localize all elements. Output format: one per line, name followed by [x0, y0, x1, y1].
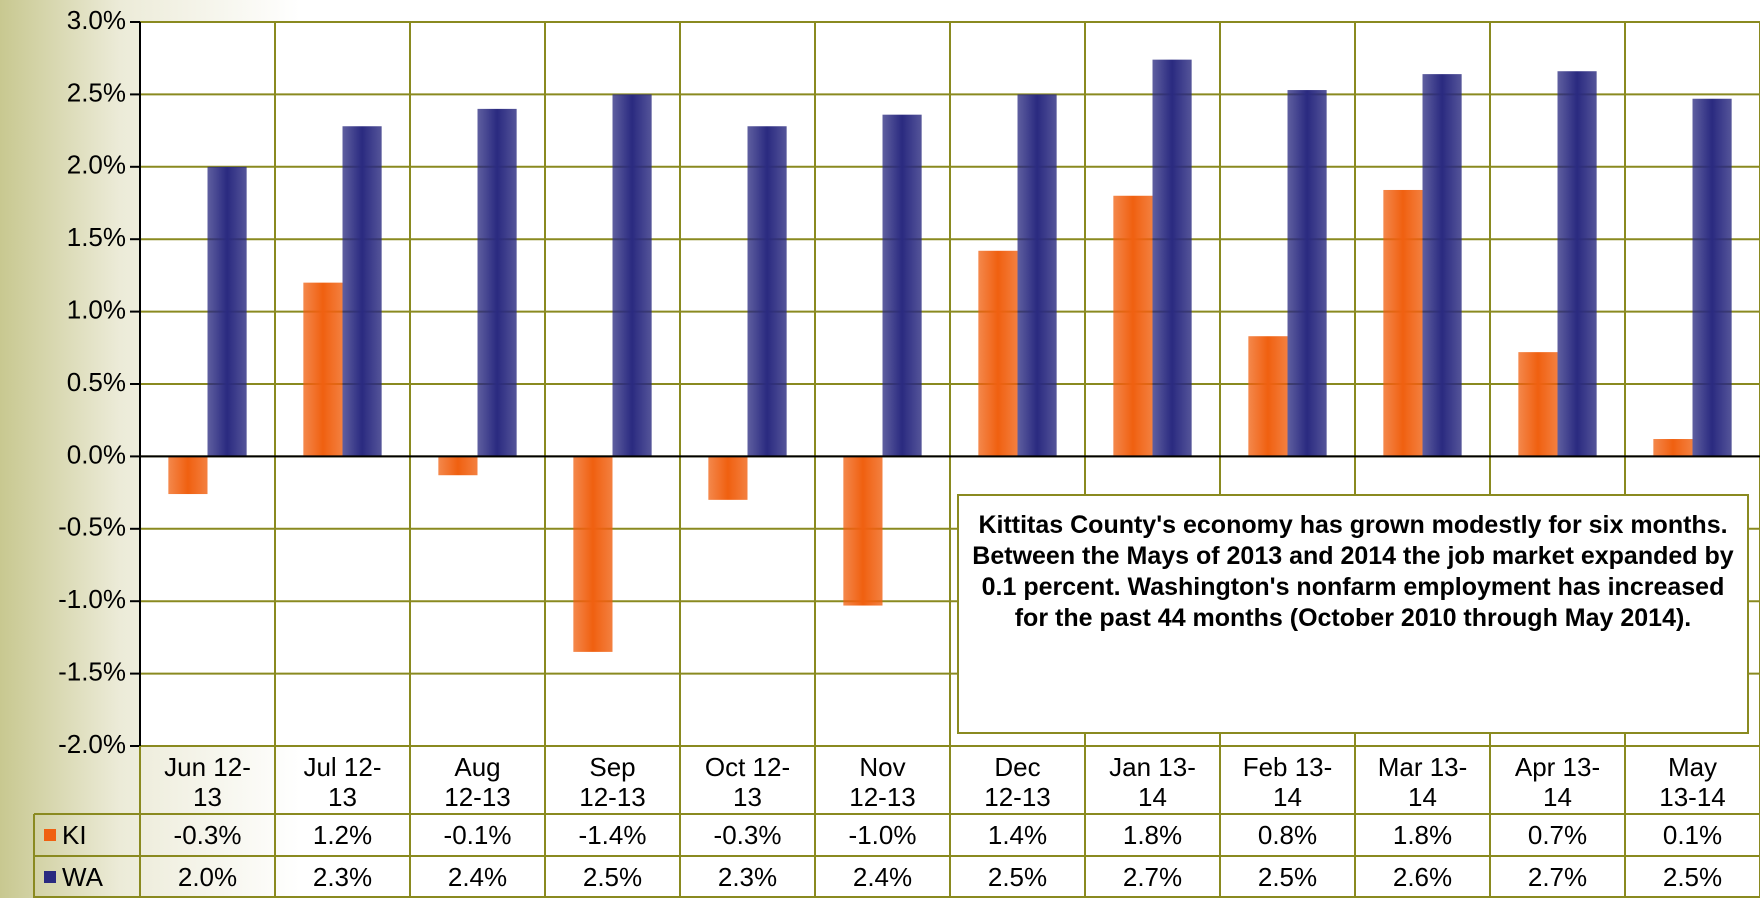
bar [477, 108, 517, 457]
bar [612, 94, 652, 457]
table-value: -0.3% [174, 820, 242, 850]
bar [1422, 74, 1462, 457]
bar [1518, 352, 1558, 457]
bar [978, 250, 1018, 457]
y-tick-label: -2.0% [58, 729, 126, 759]
table-value: 0.1% [1663, 820, 1722, 850]
bar [843, 456, 883, 606]
table-value: -1.0% [849, 820, 917, 850]
y-tick-label: 2.0% [67, 150, 126, 180]
table-value: 2.5% [583, 862, 642, 892]
x-tick-label: Sep 12-13 [579, 752, 646, 812]
legend-label: WA [62, 862, 104, 892]
bar [342, 126, 382, 457]
bar [1017, 94, 1057, 457]
table-value: 2.5% [1663, 862, 1722, 892]
table-value: 2.7% [1123, 862, 1182, 892]
table-value: 2.0% [178, 862, 237, 892]
table-value: 2.5% [1258, 862, 1317, 892]
x-tick-label: Dec 12-13 [984, 752, 1051, 812]
bar [303, 282, 343, 457]
legend-label: KI [62, 820, 87, 850]
y-tick-label: 0.5% [67, 367, 126, 397]
table-value: 1.8% [1123, 820, 1182, 850]
table-value: 2.3% [313, 862, 372, 892]
table-value: 1.4% [988, 820, 1047, 850]
y-tick-label: 1.0% [67, 294, 126, 324]
y-tick-label: 1.5% [67, 222, 126, 252]
table-value: 1.8% [1393, 820, 1452, 850]
table-value: -1.4% [579, 820, 647, 850]
y-tick-label: 0.0% [67, 439, 126, 469]
table-value: 2.4% [853, 862, 912, 892]
x-tick-label: Jun 12-13 [164, 752, 251, 812]
bar [1692, 98, 1732, 457]
table-value: 2.6% [1393, 862, 1452, 892]
y-tick-label: -1.5% [58, 656, 126, 686]
x-tick-label: Nov 12-13 [849, 752, 916, 812]
x-tick-label: May 13-14 [1659, 752, 1726, 812]
bar [882, 114, 922, 457]
bar [747, 126, 787, 457]
x-tick-label: Jan 13-14 [1109, 752, 1196, 812]
table-value: -0.3% [714, 820, 782, 850]
bar [1383, 189, 1423, 457]
y-tick-label: -1.0% [58, 584, 126, 614]
legend-swatch [44, 829, 56, 841]
table-value: -0.1% [444, 820, 512, 850]
bar [708, 456, 748, 500]
y-tick-label: 3.0% [67, 5, 126, 35]
bar [1557, 71, 1597, 457]
bar [1653, 439, 1693, 457]
table-value: 2.3% [718, 862, 777, 892]
bar [207, 166, 247, 457]
bar [573, 456, 613, 652]
table-value: 2.7% [1528, 862, 1587, 892]
bar [1152, 59, 1192, 457]
bar [1287, 90, 1327, 457]
x-tick-label: Jul 12-13 [303, 752, 382, 812]
bar [1248, 336, 1288, 457]
table-value: 0.7% [1528, 820, 1587, 850]
table-value: 2.4% [448, 862, 507, 892]
x-tick-label: Apr 13-14 [1514, 752, 1601, 812]
annotation: Kittitas County's economy has grown mode… [957, 494, 1749, 734]
table-value: 1.2% [313, 820, 372, 850]
x-tick-label: Mar 13-14 [1377, 752, 1468, 812]
bar [168, 456, 208, 495]
x-tick-label: Aug 12-13 [444, 752, 511, 812]
table-value: 2.5% [988, 862, 1047, 892]
y-tick-label: 2.5% [67, 77, 126, 107]
legend-swatch [44, 871, 56, 883]
table-value: 0.8% [1258, 820, 1317, 850]
y-tick-label: -0.5% [58, 512, 126, 542]
x-tick-label: Feb 13-14 [1242, 752, 1333, 812]
x-tick-label: Oct 12-13 [704, 752, 791, 812]
bar [438, 456, 478, 476]
bar [1113, 195, 1153, 457]
